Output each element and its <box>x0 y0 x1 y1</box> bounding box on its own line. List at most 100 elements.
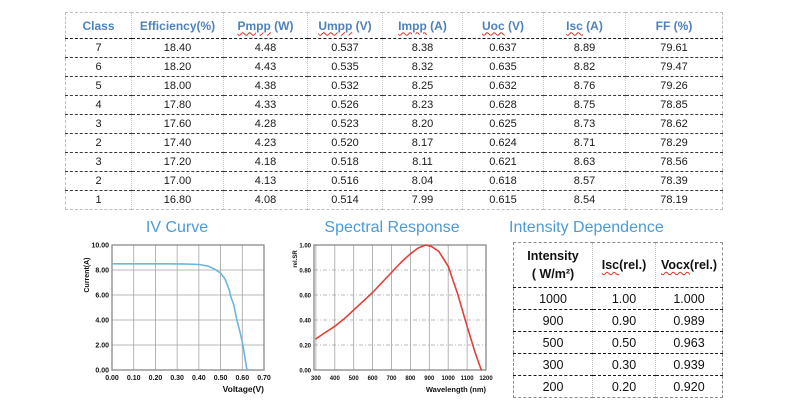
y-tick-label: 0.60 <box>299 293 311 299</box>
table-cell: 0.520 <box>307 133 383 153</box>
header-unit: (V) <box>504 18 524 33</box>
y-tick-label: 1.00 <box>299 243 311 249</box>
table-cell: 8.25 <box>382 76 463 96</box>
table-cell: 79.47 <box>625 57 723 77</box>
table-cell: 8.54 <box>543 190 626 210</box>
x-axis-label: Voltage(V) <box>223 384 265 394</box>
misspelled-word: Vocx <box>660 257 690 272</box>
table-cell: 78.29 <box>625 133 723 153</box>
table-row: 900 0.90 0.989 <box>513 309 723 332</box>
y-tick-label: 0.00 <box>95 367 109 374</box>
misspelled-word: Isc <box>601 257 620 272</box>
column-header: Isc(rel.) <box>592 242 656 288</box>
table-cell: 0.516 <box>307 171 383 191</box>
column-header: Efficiency(%) <box>131 12 224 39</box>
column-header: Uoc (V) <box>462 12 544 39</box>
misspelled-word: Isc <box>566 18 583 33</box>
table-cell: 4 <box>65 95 132 115</box>
table-cell: 0.618 <box>462 171 544 191</box>
header-unit: (V) <box>352 18 372 33</box>
table-cell: 3 <box>65 114 132 134</box>
iv-curve-chart: 0.00 0.10 0.20 0.30 0.40 0.50 0.60 0.70 0.00 2.00… <box>84 242 271 394</box>
x-tick-label: 600 <box>368 376 379 382</box>
table-cell: 0.50 <box>592 331 656 354</box>
column-header: Impp (A) <box>382 12 463 39</box>
table-cell: 17.40 <box>131 133 224 153</box>
x-tick-label: 0.70 <box>257 375 271 382</box>
table-cell: 4.13 <box>223 171 308 191</box>
table-cell: 0.535 <box>307 57 383 77</box>
table-cell: 0.637 <box>462 38 544 58</box>
x-tick-label: 400 <box>330 376 341 382</box>
table-cell: 5 <box>65 76 132 96</box>
iv-curve <box>111 262 248 371</box>
header-unit: (A) <box>426 18 447 33</box>
header-line2: ( W/m²) <box>531 267 575 281</box>
table-cell: 8.32 <box>382 57 463 77</box>
table-cell: 8.57 <box>543 171 626 191</box>
column-header: Pmpp (W) <box>223 12 308 39</box>
table-cell: 200 <box>513 375 593 398</box>
table-cell: 78.39 <box>625 171 723 191</box>
y-tick-label: 0.40 <box>299 318 311 324</box>
table-cell: 17.80 <box>131 95 224 115</box>
table-cell: 16.80 <box>131 190 224 210</box>
y-tick-label: 6.00 <box>95 292 109 299</box>
table-cell: 4.18 <box>223 152 308 172</box>
y-tick-label: 0.20 <box>299 343 311 349</box>
plot-border <box>111 244 265 371</box>
table-cell: 17.00 <box>131 171 224 191</box>
y-axis-label: rel.SR <box>293 250 299 268</box>
main-table: Class Efficiency(%) Pmpp (W) Umpp (V) Impp (… <box>65 12 723 210</box>
table-cell: 7.99 <box>382 190 463 210</box>
table-cell: 0.989 <box>655 309 723 332</box>
column-header: Isc (A) <box>543 12 626 39</box>
table-cell: 0.939 <box>655 353 723 376</box>
table-cell: 0.628 <box>462 95 544 115</box>
header-unit: (rel.) <box>689 257 718 272</box>
header-unit: (A) <box>582 18 603 33</box>
table-row: 3 17.60 4.28 0.523 8.20 0.625 8.73 78.62 <box>65 114 723 134</box>
table-cell: 18.40 <box>131 38 224 58</box>
x-tick-label: 0.20 <box>149 375 163 382</box>
table-cell: 4.28 <box>223 114 308 134</box>
misspelled-word: Uoc <box>481 18 505 33</box>
intensity-dependence-title: Intensity Dependence <box>509 219 664 236</box>
x-tick-label: 0.40 <box>192 375 206 382</box>
table-cell: 8.20 <box>382 114 463 134</box>
x-tick-label: 700 <box>386 376 397 382</box>
table-cell: 79.61 <box>625 38 723 58</box>
table-cell: 18.00 <box>131 76 224 96</box>
table-cell: 4.08 <box>223 190 308 210</box>
table-cell: 8.04 <box>382 171 463 191</box>
table-row: 1000 1.00 1.000 <box>513 287 723 310</box>
table-cell: 1000 <box>513 287 593 310</box>
plot-area <box>314 245 486 370</box>
table-cell: 0.523 <box>307 114 383 134</box>
table-cell: 0.30 <box>592 353 656 376</box>
electrical-characteristics-table: Class Efficiency(%) Pmpp (W) Umpp (V) Impp (… <box>65 12 723 210</box>
table-row: 4 17.80 4.33 0.526 8.23 0.628 8.75 78.85 <box>65 95 723 115</box>
column-header: Vocx(rel.) <box>655 242 723 288</box>
table-cell: 0.635 <box>462 57 544 77</box>
table-cell: 18.20 <box>131 57 224 77</box>
table-cell: 0.920 <box>673 379 705 394</box>
column-header: FF (%) <box>625 12 723 39</box>
x-tick-label: 0.00 <box>105 375 119 382</box>
table-row: 2 17.00 4.13 0.516 8.04 0.618 8.57 78.39 <box>65 171 723 191</box>
table-cell: 7 <box>65 38 132 58</box>
table-cell: 0.615 <box>462 190 544 210</box>
table-cell: 4.33 <box>223 95 308 115</box>
table-cell: 1 <box>65 190 132 210</box>
table-cell: 8.73 <box>543 114 626 134</box>
table-cell: 8.63 <box>543 152 626 172</box>
intensity-dependence-table: Intensity( W/m²) Isc(rel.) Vocx(rel.) 1000… <box>513 242 723 398</box>
x-tick-label: 1100 <box>461 376 475 382</box>
column-header: Class <box>65 12 132 39</box>
misspelled-word: Pmpp <box>237 18 271 33</box>
plot-border <box>313 244 487 371</box>
table-cell: 8.82 <box>543 57 626 77</box>
table-cell: 8.71 <box>543 133 626 153</box>
table-cell: 0.624 <box>462 133 544 153</box>
